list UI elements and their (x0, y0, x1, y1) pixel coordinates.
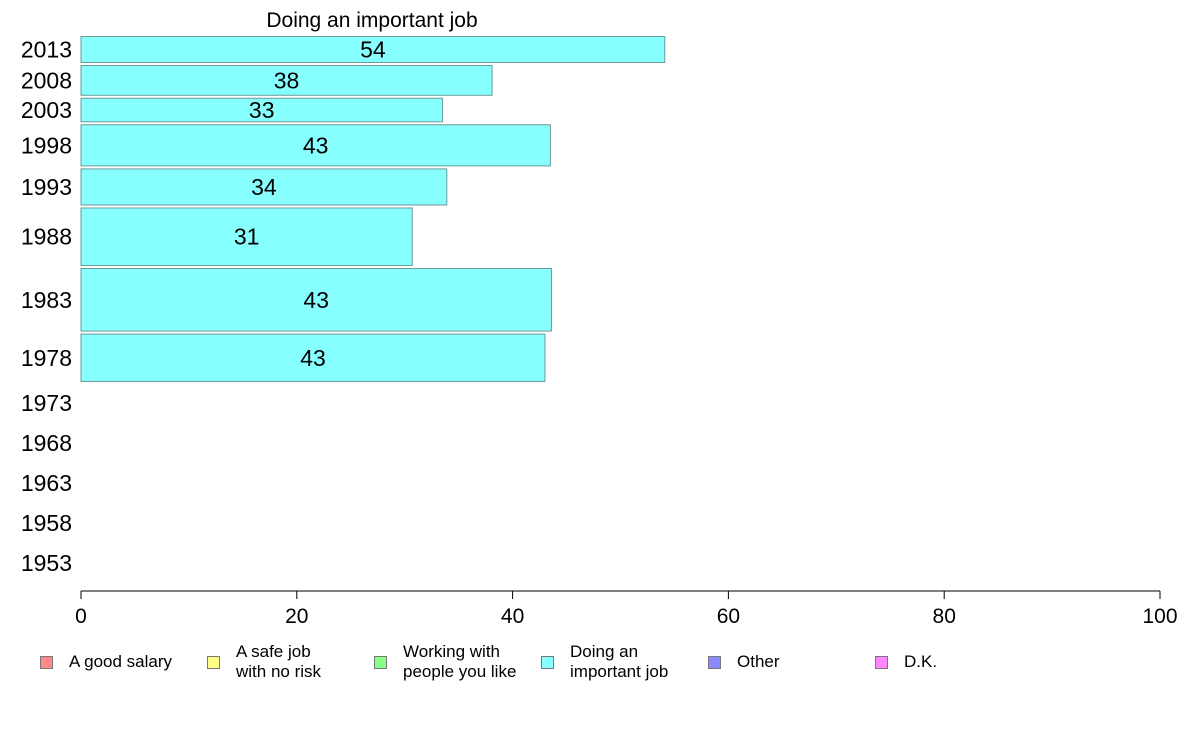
legend-swatch (541, 655, 554, 669)
x-tick-label-100: 100 (1142, 605, 1177, 628)
x-tick-label-20: 20 (285, 605, 308, 628)
legend-swatch (374, 655, 387, 669)
legend-label: Other (737, 652, 780, 671)
legend-swatch (40, 655, 53, 669)
data-label-2013: 54 (360, 37, 386, 63)
data-label-1993: 34 (251, 174, 277, 200)
legend-item: A good salary (40, 640, 172, 684)
bar-2013 (80, 36, 666, 63)
data-label-1983: 43 (303, 287, 329, 313)
data-label-2008: 38 (274, 67, 300, 93)
category-label-1968: 1968 (21, 430, 72, 456)
x-tick-label-60: 60 (717, 605, 740, 628)
legend-label: A good salary (69, 652, 173, 671)
legend-label: Working with people you like (403, 642, 517, 681)
data-label-1998: 43 (303, 132, 329, 158)
legend-item: Working with people you like (374, 640, 516, 684)
x-tick-label-80: 80 (933, 605, 956, 628)
legend-item: Other (708, 640, 780, 684)
legend-swatch (875, 655, 888, 669)
chart-title: Doing an important job (266, 9, 477, 32)
category-label-1958: 1958 (21, 510, 72, 536)
category-label-1983: 1983 (21, 287, 72, 313)
legend: A good salary A safe job with no risk Work… (0, 640, 1188, 690)
category-label-1953: 1953 (21, 550, 72, 576)
legend-swatch (708, 655, 721, 669)
bar-1993 (80, 168, 448, 206)
data-label-1978: 43 (300, 345, 326, 371)
x-tick-label-0: 0 (75, 605, 87, 628)
category-label-1978: 1978 (21, 345, 72, 371)
data-label-1988: 31 (234, 224, 260, 250)
legend-item: Doing an important job (541, 640, 668, 684)
bar-2008 (80, 65, 493, 96)
x-axis: 0 20 40 60 80 100 (75, 590, 1178, 628)
bar-1983 (80, 268, 552, 332)
legend-item: D.K. (875, 640, 937, 684)
bar-1998 (80, 124, 551, 167)
category-label-2013: 2013 (21, 37, 72, 63)
category-label-1993: 1993 (21, 174, 72, 200)
bar-1978 (80, 333, 546, 382)
category-label-2003: 2003 (21, 97, 72, 123)
legend-label: D.K. (904, 652, 938, 671)
bars-layer: 2013 54 2008 38 2003 33 1998 43 1993 34 1988 31 1983… (21, 36, 666, 576)
category-label-1998: 1998 (21, 132, 72, 158)
category-label-1988: 1988 (21, 224, 72, 250)
category-label-2008: 2008 (21, 67, 72, 93)
legend-label: A safe job with no risk (236, 642, 322, 681)
bar-2003 (80, 97, 443, 123)
data-label-2003: 33 (249, 97, 275, 123)
legend-label: Doing an important job (570, 642, 669, 681)
x-tick-label-40: 40 (501, 605, 524, 628)
legend-swatch (207, 655, 220, 669)
category-label-1973: 1973 (21, 390, 72, 416)
legend-item: A safe job with no risk (207, 640, 321, 684)
bar-1988 (80, 207, 413, 266)
category-label-1963: 1963 (21, 470, 72, 496)
